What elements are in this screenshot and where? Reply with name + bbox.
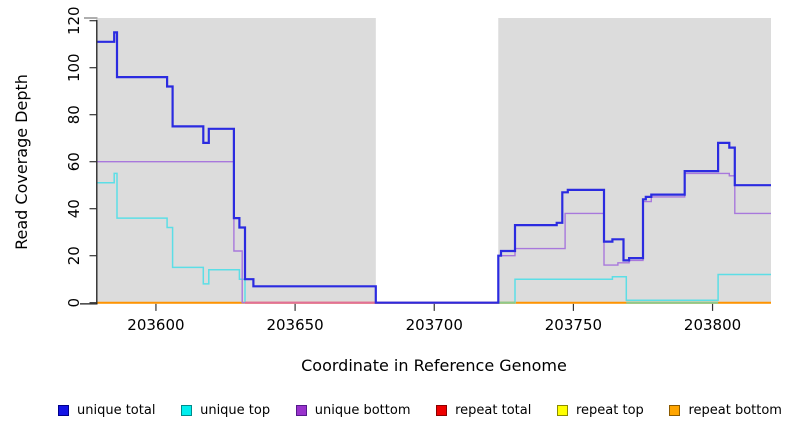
legend-entry-repeat-top: repeat top (557, 403, 644, 418)
series-unique-total (97, 31, 771, 304)
legend-swatch-repeat-top (557, 404, 568, 416)
legend-entry-unique-total: unique total (58, 403, 155, 418)
shaded-region (498, 18, 771, 304)
plot-area: 0 20 40 60 80 100 120 203600 203650 203700 203750 2… (65, 6, 771, 334)
legend-entry-unique-bottom: unique bottom (295, 402, 411, 418)
legend-swatch-unique-total (58, 404, 69, 416)
x-tick-label: 203750 (545, 316, 602, 334)
x-tick-label: 203700 (406, 316, 463, 334)
y-tick-label: 0 (65, 298, 83, 308)
x-tick-label: 203800 (684, 316, 741, 334)
legend-label: repeat total (455, 402, 532, 418)
legend-label: unique top (200, 402, 271, 418)
legend-swatch-unique-bottom (295, 404, 307, 416)
y-tick-label: 20 (65, 246, 83, 265)
legend-entry-repeat-total: repeat total (436, 403, 531, 418)
legend-entry-repeat-bottom: repeat bottom (669, 403, 782, 418)
legend: unique total unique top unique bottom repea… (0, 398, 792, 422)
x-tick-label: 203650 (266, 316, 323, 334)
y-tick-label: 120 (65, 6, 83, 35)
y-axis-title: Read Coverage Depth (12, 74, 31, 250)
legend-label: unique total (77, 402, 156, 418)
y-tick-label: 80 (65, 105, 83, 124)
x-axis-title: Coordinate in Reference Genome (301, 356, 567, 375)
y-tick-label: 40 (65, 199, 83, 218)
y-tick-label: 100 (65, 53, 83, 82)
legend-label: unique bottom (314, 402, 411, 418)
legend-swatch-repeat-bottom (669, 404, 681, 416)
shaded-region (97, 18, 376, 304)
legend-swatch-repeat-total (436, 404, 448, 416)
legend-entry-unique-top: unique top (181, 403, 270, 418)
legend-label: repeat top (576, 402, 644, 418)
coverage-chart: 0 20 40 60 80 100 120 203600 203650 203700 203750 2… (12, 6, 771, 375)
series-unique-top (97, 172, 771, 304)
y-tick-label: 60 (65, 152, 83, 171)
x-tick-label: 203600 (127, 316, 184, 334)
legend-label: repeat bottom (688, 402, 782, 418)
legend-swatch-unique-top (181, 404, 193, 416)
